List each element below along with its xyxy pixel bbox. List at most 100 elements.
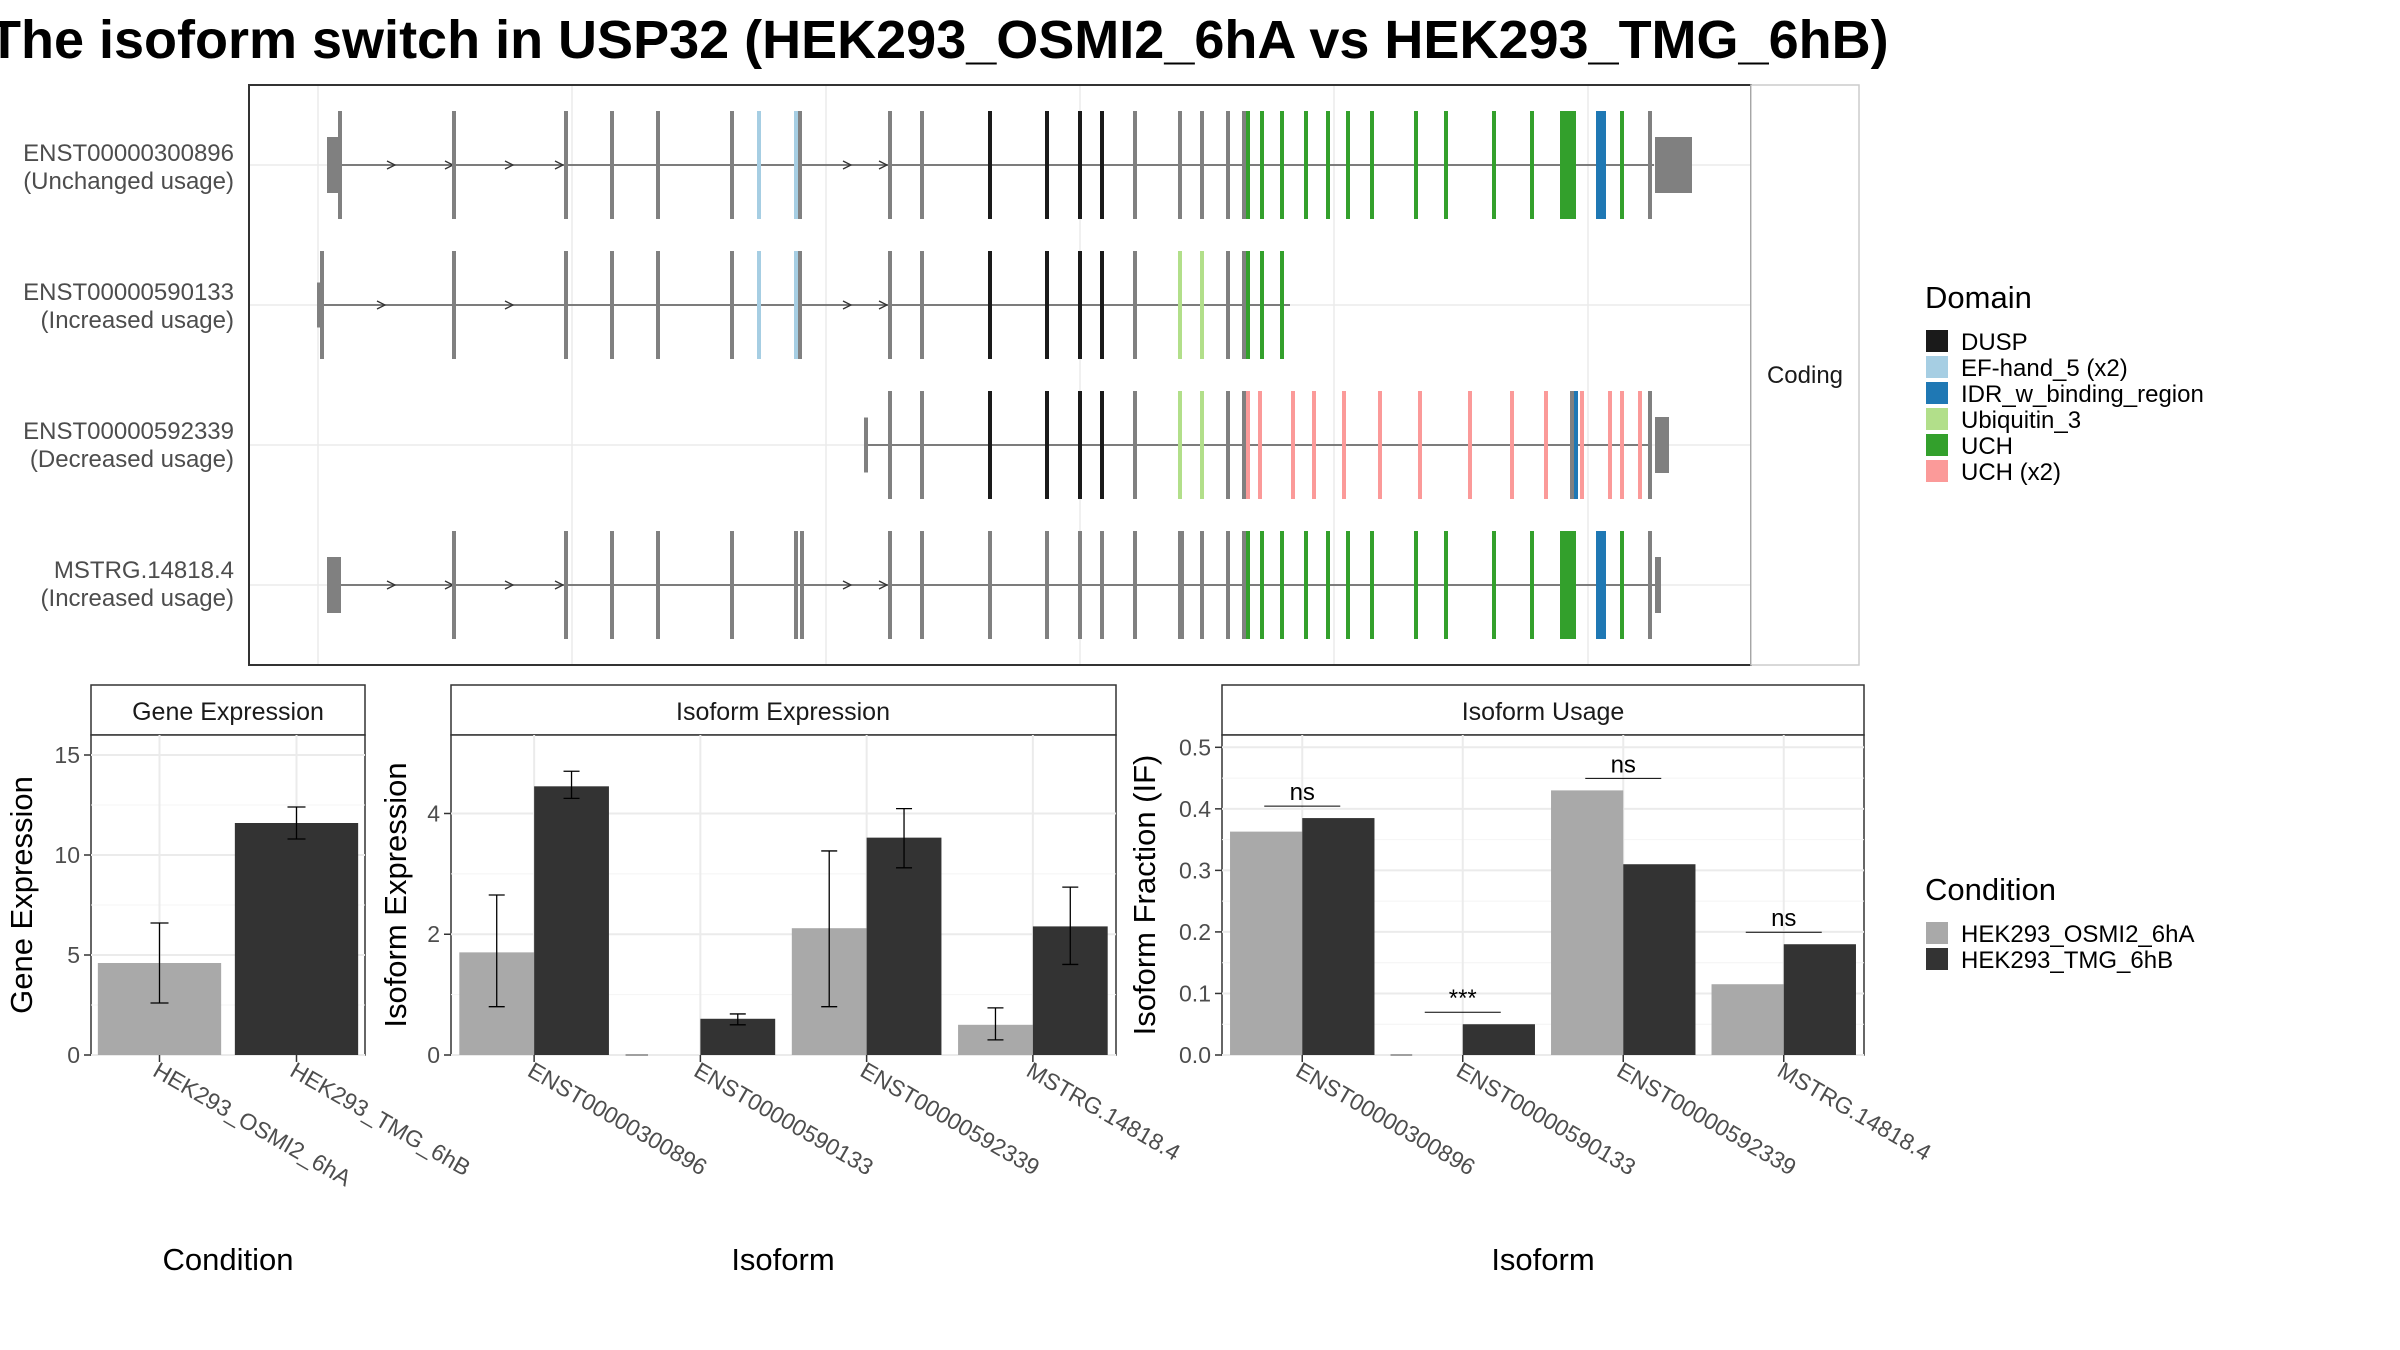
isoform-usage-panel: Isoform Usage 0.0 0.1 0.2 0.3 0.4 0.5 ENST000… <box>1127 684 1936 1277</box>
exon <box>1346 531 1350 639</box>
bar <box>1783 944 1856 1055</box>
exon <box>452 531 456 639</box>
isoform-label-id: MSTRG.14818.4 <box>54 557 234 584</box>
exon <box>988 251 992 359</box>
y-tick-label: 4 <box>427 800 440 826</box>
y-tick-label: 0.5 <box>1179 734 1211 760</box>
exon <box>1178 251 1182 359</box>
exon <box>1100 111 1104 219</box>
exon <box>1648 391 1652 499</box>
exon <box>730 531 734 639</box>
x-tick-label: ENST00000590133 <box>1452 1057 1640 1181</box>
legend-label: UCH (x2) <box>1961 459 2061 486</box>
exon <box>564 531 568 639</box>
exon <box>920 391 924 499</box>
exon <box>1418 391 1422 499</box>
exon <box>1544 391 1548 499</box>
exon <box>798 111 802 219</box>
strand-arrow <box>504 580 515 590</box>
exon <box>988 391 992 499</box>
strand-arrow <box>878 580 889 590</box>
y-tick-label: 0.4 <box>1179 796 1211 822</box>
isoform-label-id: ENST00000300896 <box>23 140 234 167</box>
x-axis-label: Condition <box>163 1242 294 1277</box>
exon <box>1530 111 1534 219</box>
exon <box>1492 531 1496 639</box>
legend-swatch-ef-hand <box>1926 356 1948 378</box>
exon <box>1326 531 1330 639</box>
exon <box>1133 531 1137 639</box>
exon <box>730 111 734 219</box>
exon <box>800 531 804 639</box>
isoform-label-usage: (Increased usage) <box>41 307 234 334</box>
exon <box>1342 391 1346 499</box>
exon <box>1574 391 1578 499</box>
strand-arrow <box>386 580 397 590</box>
legend-label: HEK293_OSMI2_6hA <box>1961 921 2194 948</box>
structure-panel-frame <box>248 84 1752 666</box>
y-tick-label: 10 <box>54 842 80 868</box>
exon <box>1226 251 1230 359</box>
x-tick-label: MSTRG.14818.4 <box>1022 1057 1185 1166</box>
exon <box>1655 417 1669 473</box>
x-tick-label: ENST00000592339 <box>1613 1057 1801 1181</box>
exon <box>1414 111 1418 219</box>
exon <box>1078 111 1082 219</box>
exon <box>327 557 341 613</box>
exon <box>1510 391 1514 499</box>
exon <box>656 251 660 359</box>
exon <box>656 531 660 639</box>
domain-legend-title: Domain <box>1925 280 2032 315</box>
exon <box>1570 391 1574 499</box>
bar <box>234 823 359 1055</box>
exon <box>1246 391 1250 499</box>
exon <box>1444 111 1448 219</box>
exon <box>864 417 868 473</box>
y-tick-label: 0.2 <box>1179 919 1211 945</box>
significance-label: ns <box>1771 905 1796 932</box>
exon <box>1045 251 1049 359</box>
exon <box>1560 111 1576 219</box>
exon <box>1326 111 1330 219</box>
strand-arrow <box>842 580 853 590</box>
exon <box>1620 531 1624 639</box>
y-tick-label: 0.3 <box>1179 857 1211 883</box>
y-axis-label: Isoform Expression <box>378 762 413 1027</box>
significance-label: ns <box>1290 779 1315 806</box>
exon <box>610 111 614 219</box>
exon <box>1444 531 1448 639</box>
y-tick-label: 0 <box>67 1042 80 1068</box>
legend-swatch-uch-x2 <box>1926 460 1948 482</box>
exon <box>1242 251 1246 359</box>
isoform-label-usage: (Unchanged usage) <box>23 168 234 195</box>
x-axis-label: Isoform <box>1491 1242 1594 1277</box>
exon <box>1414 531 1418 639</box>
exon <box>1346 111 1350 219</box>
exon <box>1200 531 1204 639</box>
exon <box>888 111 892 219</box>
exon <box>757 111 761 219</box>
legend-label: DUSP <box>1961 329 2028 356</box>
figure-title: The isoform switch in USP32 (HEK293_OSMI… <box>0 10 1889 70</box>
strand-arrow <box>842 160 853 170</box>
x-tick-label: ENST00000592339 <box>856 1057 1044 1181</box>
legend-swatch-uch <box>1926 434 1948 456</box>
exon <box>1638 391 1642 499</box>
structure-strip <box>1750 84 1860 666</box>
strand-arrow <box>504 160 515 170</box>
strand-arrow <box>504 300 515 310</box>
exon <box>320 251 324 359</box>
exon <box>1370 111 1374 219</box>
bar <box>1230 831 1303 1055</box>
exon <box>1260 111 1264 219</box>
y-tick-label: 0 <box>427 1042 440 1068</box>
exon <box>1312 391 1316 499</box>
isoform-label-id: ENST00000592339 <box>23 418 234 445</box>
plot-bars <box>97 806 359 1055</box>
x-tick-label: ENST00000300896 <box>1292 1057 1480 1181</box>
structure-tracks <box>317 111 1692 639</box>
bar <box>1462 1024 1535 1055</box>
exon <box>1045 531 1049 639</box>
exon <box>1655 137 1692 193</box>
